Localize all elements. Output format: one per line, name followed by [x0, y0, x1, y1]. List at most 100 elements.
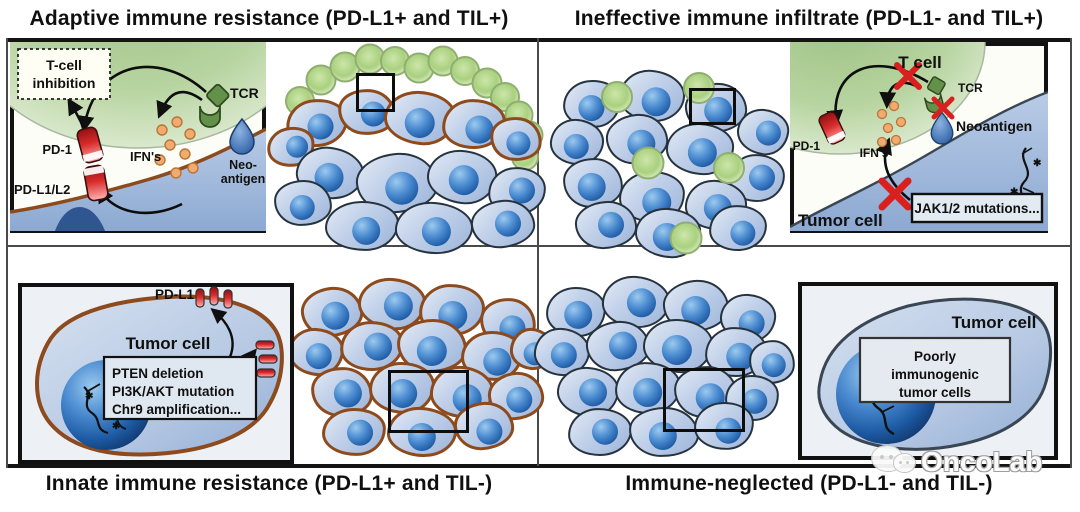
- tumor-nucleus: [320, 300, 351, 331]
- lymphocyte-cell: [713, 152, 745, 184]
- pd1-label: PD-1: [42, 142, 72, 157]
- tumor-cell-label: Tumor cell: [126, 334, 211, 353]
- title-ineffective-immune-infiltrate: Ineffective immune infiltrate (PD-L1- an…: [574, 7, 1044, 30]
- tumor-cell-label: Tumor cell: [952, 313, 1037, 332]
- tumor-nucleus: [578, 377, 608, 408]
- tumor-nucleus: [661, 334, 693, 366]
- pten-deletion-label: PTEN deletion: [112, 366, 204, 381]
- tumor-nucleus: [416, 335, 448, 367]
- magnified-region-rect: [388, 370, 469, 433]
- lymphocyte-cell: [601, 81, 633, 113]
- immunogenic-label: immunogenic: [891, 367, 979, 382]
- tumor-nucleus: [403, 107, 436, 139]
- tcr-label: TCR: [958, 81, 983, 95]
- tumor-cell-body: [10, 129, 266, 231]
- tumor-nucleus: [729, 219, 757, 247]
- tumor-nucleus: [550, 341, 578, 369]
- pd1-label: PD-1: [793, 139, 821, 153]
- tumor-nucleus: [351, 216, 381, 246]
- pdl1-l2-receptor: [83, 164, 109, 202]
- jak-mutations-label: JAK1/2 mutations...: [914, 201, 1039, 216]
- lymphocyte-cell: [669, 221, 703, 255]
- frame-bottom: [6, 464, 1072, 468]
- tcell-inhibition-label2: inhibition: [33, 75, 96, 91]
- pd1-receptor: [818, 111, 846, 145]
- tumor-nucleus: [626, 287, 657, 319]
- inset-ineffective-mechanism: ✱ ✱ JAK1/2 mutations... T cell TCR Neoan…: [790, 42, 1048, 233]
- tumor-nucleus: [754, 119, 783, 147]
- tumor-membrane: [790, 90, 1048, 229]
- tumor-nucleus: [493, 209, 523, 238]
- tumor-nucleus: [608, 330, 638, 361]
- tumor-nucleus: [632, 377, 663, 408]
- tumor-cells-label: tumor cells: [899, 385, 971, 400]
- tumor-cell: [574, 199, 638, 251]
- magnified-region-rect: [689, 88, 736, 125]
- title-adaptive-immune-resistance: Adaptive immune resistance (PD-L1+ and T…: [29, 7, 509, 30]
- neoantigen-droplet: [930, 111, 954, 145]
- neoantigen-droplet: [229, 117, 255, 155]
- tumor-nucleus: [382, 290, 414, 322]
- title-innate-immune-resistance: Innate immune resistance (PD-L1+ and TIL…: [45, 472, 493, 495]
- pdl1-l2-label: PD-L1/L2: [14, 182, 70, 197]
- pdl1-surface-bars: [195, 286, 278, 378]
- wechat-icon: [872, 444, 916, 480]
- t-cell-label: T cell: [898, 53, 941, 72]
- tcr-label: TCR: [230, 85, 259, 101]
- inset-neglected-mechanism: Tumor cell Poorly immunogenic tumor cell…: [798, 282, 1058, 460]
- genetic-alterations-box: [102, 355, 258, 421]
- blocked-cross-icon: [878, 62, 955, 211]
- watermark: OncoLab: [872, 444, 1042, 480]
- inset-innate-mechanism: ✱ ✱ PD-L1 Tumor cell PTEN deletion PI3K/…: [18, 283, 294, 464]
- poorly-label: Poorly: [914, 349, 957, 364]
- jak-mutations-box: [910, 192, 1044, 224]
- mutation-asterisk: ✱: [1010, 187, 1019, 198]
- tumor-nucleus: [591, 418, 619, 446]
- tumor-nucleus: [363, 331, 393, 362]
- tumor-nucleus: [504, 129, 532, 157]
- pd1-receptor: [76, 126, 104, 164]
- tumor-cell-label: Tumor cell: [798, 211, 883, 230]
- tcr-receptor: [199, 83, 230, 128]
- magnified-region-rect: [356, 73, 395, 112]
- ifn-molecules: [154, 116, 199, 179]
- inset-adaptive-mechanism: T-cell inhibition PD-1 PD-L1/L2 IFN's TC…: [10, 42, 266, 233]
- neoantigen-label: Neoantigen: [956, 118, 1032, 134]
- neoantigen-label: Neo-: [229, 158, 257, 172]
- title-immune-neglected: Immune-neglected (PD-L1- and TIL-): [625, 472, 993, 495]
- tumor-nucleus: [747, 163, 777, 192]
- tumor-nucleus: [332, 378, 363, 409]
- tumor-nucleus: [576, 171, 607, 202]
- tumor-nucleus: [563, 133, 590, 160]
- neoantigen-label2: antigen: [221, 172, 265, 186]
- tumor-nucleus: [384, 170, 420, 206]
- divider-horizontal: [6, 245, 1072, 247]
- poorly-immunogenic-box: [858, 336, 1012, 404]
- ifn-molecules: [876, 100, 907, 148]
- pdl1-label: PD-L1: [155, 287, 194, 302]
- watermark-label: OncoLab: [921, 446, 1043, 477]
- tumor-nucleus: [447, 164, 480, 197]
- mutation-asterisk: ✱: [85, 391, 94, 402]
- tumor-nucleus: [346, 419, 374, 447]
- tumor-nucleus: [475, 417, 504, 446]
- divider-vertical: [537, 38, 539, 466]
- frame-top: [6, 38, 1072, 42]
- mutation-asterisk: ✱: [112, 421, 121, 432]
- ifns-label: IFN's: [130, 149, 161, 164]
- lymphocyte-cell: [631, 146, 665, 180]
- magnified-region-rect: [663, 368, 745, 432]
- frame-right: [1070, 38, 1072, 468]
- tumor-nucleus: [289, 194, 316, 221]
- tumor-nucleus-edge: [55, 206, 105, 231]
- frame-left: [6, 38, 8, 468]
- tcell-inhibition-box: [17, 48, 111, 100]
- chr9-amplification-label: Chr9 amplification...: [112, 402, 241, 417]
- tumor-nucleus: [421, 216, 452, 247]
- ifns-label: IFN's: [860, 146, 889, 160]
- tumor-nucleus: [482, 347, 513, 377]
- tumor-nucleus: [760, 352, 787, 379]
- mutation-asterisk: ✱: [1033, 158, 1042, 169]
- tcr-receptor: [923, 76, 946, 114]
